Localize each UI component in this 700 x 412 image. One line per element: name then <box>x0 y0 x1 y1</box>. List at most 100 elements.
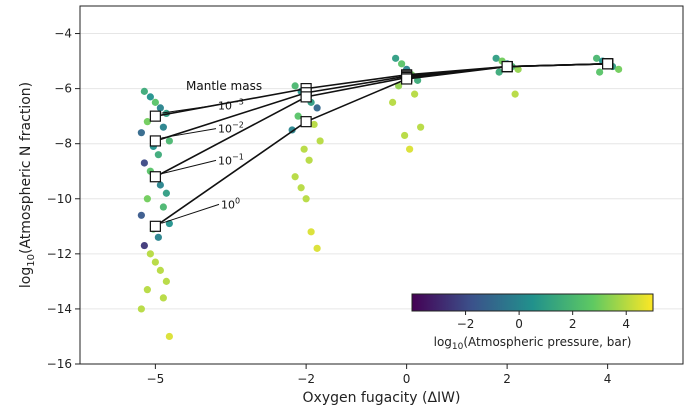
grid-lines <box>80 33 683 310</box>
series-marker-1-0 <box>149 135 161 147</box>
scatter-point-0-5 <box>143 118 151 126</box>
y-tick-label-2: −8 <box>54 137 72 151</box>
scatter-point-1-10 <box>305 156 313 164</box>
series-marker-2-0 <box>149 171 161 183</box>
annotation-label-1: 10−2 <box>218 121 244 136</box>
annotation-label-base-0: 10 <box>218 99 232 112</box>
scatter-point-2-8 <box>417 123 425 131</box>
y-axis-label-sub: 10 <box>26 254 37 267</box>
annotation-leader-0 <box>161 104 217 114</box>
scatter-point-2-6 <box>411 90 419 98</box>
scatter-point-3-0 <box>492 54 500 62</box>
scatter-point-0-11 <box>140 159 148 167</box>
y-tick-label-3: −10 <box>47 192 72 206</box>
annotation-label-exp-2: −1 <box>232 152 244 161</box>
y-axis-label-rest: (Atmospheric N fraction) <box>18 82 34 254</box>
scatter-point-0-28 <box>159 294 167 302</box>
scatter-point-0-0 <box>140 87 148 95</box>
scatter-point-0-18 <box>137 211 145 219</box>
scatter-point-0-30 <box>165 332 173 341</box>
scatter-point-0-29 <box>137 305 145 313</box>
scatter-point-3-4 <box>514 65 522 73</box>
colorbar-tick-label-0: −2 <box>457 317 475 331</box>
series-marker-3-1 <box>300 116 312 128</box>
y-tick-label-6: −16 <box>47 357 72 371</box>
annotation-label-base-1: 10 <box>218 123 232 136</box>
scatter-point-2-10 <box>406 145 414 153</box>
y-axis-label: log10(Atmospheric N fraction) <box>18 82 37 288</box>
scatter-point-1-8 <box>316 137 324 145</box>
colorbar-label-main: log <box>434 335 452 349</box>
colorbar-tick-label-1: 0 <box>515 317 523 331</box>
scatter-point-1-0 <box>291 82 299 90</box>
y-axis-label-main: log <box>18 267 34 288</box>
colorbar-label-sub: 10 <box>452 342 464 352</box>
scatter-point-0-8 <box>165 137 173 145</box>
scatter-point-1-14 <box>307 228 315 236</box>
colorbar-tick-label-3: 4 <box>622 317 630 331</box>
annotation-label-0: 10−3 <box>218 97 244 112</box>
annotation-label-3: 100 <box>221 196 240 211</box>
scatter-point-0-15 <box>162 189 170 197</box>
scatter-point-0-3 <box>156 104 164 112</box>
scatter-point-0-22 <box>140 241 148 250</box>
x-tick-label-0: −5 <box>147 372 165 386</box>
y-tick-label-1: −6 <box>54 82 72 96</box>
series-marker-3-4 <box>602 58 614 70</box>
scatter-point-4-4 <box>615 65 623 73</box>
scatter-point-0-7 <box>137 129 145 137</box>
scatter-point-0-17 <box>159 203 167 211</box>
scatter-point-1-11 <box>291 173 299 181</box>
y-tick-label-0: −4 <box>54 27 72 41</box>
axis-ticks: −4−6−8−10−12−14−16−5 −2 0 2 4 <box>47 27 612 386</box>
annotation-label-base-2: 10 <box>218 154 232 167</box>
scatter-point-2-7 <box>389 98 397 106</box>
scatter-point-0-26 <box>162 277 170 285</box>
colorbar-ticks: −2 0 2 4 <box>457 311 630 331</box>
annotation-label-base-3: 10 <box>221 198 235 211</box>
scatter-point-1-9 <box>300 145 308 153</box>
scatter-point-0-10 <box>154 151 162 159</box>
scatter-point-1-6 <box>310 120 318 129</box>
x-tick-label-3: 2 <box>503 372 511 386</box>
x-tick-label-1: −2 <box>297 372 315 386</box>
annotation-title: Mantle mass <box>186 79 262 93</box>
y-tick-label-5: −14 <box>47 302 72 316</box>
scatter-point-1-4 <box>313 104 321 112</box>
scatter-point-0-6 <box>159 123 167 131</box>
colorbar: −2 0 2 4 log10(Atmospheric pressure, bar) <box>411 293 654 352</box>
scatter-point-0-25 <box>156 266 164 274</box>
annotation-label-2: 10−1 <box>218 152 244 167</box>
scatter-point-0-21 <box>154 233 162 241</box>
scatter-point-2-9 <box>401 131 409 140</box>
series-marker-3-3 <box>501 60 513 73</box>
x-axis-label: Oxygen fugacity (ΔIW) <box>303 390 461 406</box>
scatter-point-0-14 <box>156 181 164 189</box>
scatter-point-0-24 <box>151 258 159 266</box>
series-marker-0-0 <box>149 110 161 122</box>
plot-frame <box>79 5 684 365</box>
series-marker-3-2 <box>401 73 413 85</box>
scatter-point-1-15 <box>313 244 321 252</box>
series-markers <box>149 58 614 232</box>
scatter-point-2-1 <box>398 60 406 68</box>
colorbar-label-rest: (Atmospheric pressure, bar) <box>463 335 631 349</box>
annotation-leader-1 <box>161 128 217 139</box>
scatter-point-0-27 <box>143 286 151 294</box>
series-marker-2-1 <box>300 91 312 103</box>
scatter-point-3-5 <box>495 68 503 76</box>
annotation-leader-2 <box>161 159 217 175</box>
scatter-point-1-13 <box>302 195 310 203</box>
colorbar-gradient <box>411 293 654 312</box>
y-tick-label-4: −12 <box>47 247 72 261</box>
scatter-point-0-16 <box>143 195 151 203</box>
scatter-point-0-1 <box>146 93 154 101</box>
colorbar-tick-label-2: 2 <box>569 317 577 331</box>
annotation-label-exp-0: −3 <box>232 97 244 106</box>
x-tick-label-4: 4 <box>604 372 612 386</box>
scatter-point-1-12 <box>297 184 305 192</box>
annotation-label-exp-1: −2 <box>232 121 244 130</box>
